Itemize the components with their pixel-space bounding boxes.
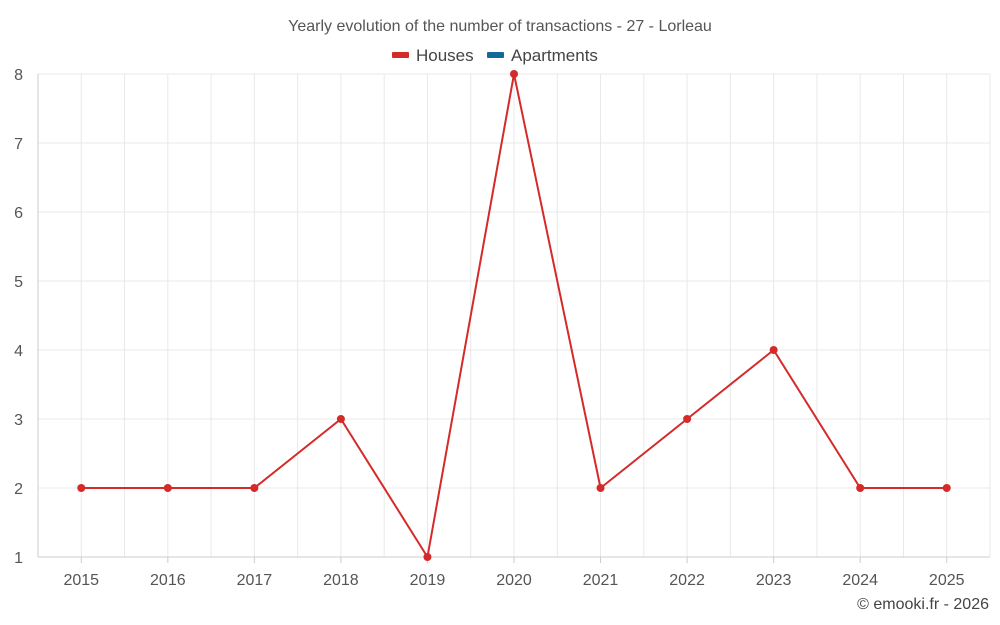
x-tick-label: 2019 — [410, 572, 446, 589]
x-tick-label: 2015 — [63, 572, 99, 589]
x-tick-label: 2021 — [583, 572, 619, 589]
x-tick-label: 2016 — [150, 572, 186, 589]
y-tick-label: 8 — [14, 67, 23, 84]
chart-title: Yearly evolution of the number of transa… — [288, 18, 712, 35]
y-axis-ticks: 1 2 3 4 5 6 7 8 — [14, 67, 23, 567]
data-point-houses[interactable] — [423, 553, 432, 561]
legend-item-apartments[interactable]: Apartments — [487, 46, 598, 65]
data-point-houses[interactable] — [856, 484, 865, 492]
x-tick-label: 2018 — [323, 572, 359, 589]
data-point-houses[interactable] — [942, 484, 951, 492]
series-layer — [77, 70, 951, 561]
x-tick-label: 2023 — [756, 572, 792, 589]
y-tick-label: 7 — [14, 136, 23, 153]
data-point-houses[interactable] — [683, 415, 692, 423]
y-tick-label: 1 — [14, 550, 23, 567]
legend-label-apartments: Apartments — [511, 46, 598, 65]
legend-item-houses[interactable]: Houses — [392, 46, 474, 65]
credit-text: © emooki.fr - 2026 — [857, 596, 989, 613]
data-point-houses[interactable] — [336, 415, 345, 423]
legend-swatch-houses — [392, 52, 409, 58]
data-point-houses[interactable] — [769, 346, 778, 354]
y-tick-label: 4 — [14, 343, 23, 360]
y-tick-label: 3 — [14, 412, 23, 429]
x-tick-label: 2024 — [842, 572, 878, 589]
legend: Houses Apartments — [392, 46, 598, 65]
y-tick-label: 6 — [14, 205, 23, 222]
data-point-houses[interactable] — [510, 70, 518, 78]
y-tick-label: 2 — [14, 481, 23, 498]
grid — [37, 73, 991, 558]
x-tick-label: 2020 — [496, 572, 532, 589]
x-axis-ticks: 2015 2016 2017 2018 2019 2020 2021 2022 2023 2024… — [63, 557, 965, 589]
data-point-houses[interactable] — [163, 484, 172, 492]
x-tick-label: 2022 — [669, 572, 705, 589]
x-tick-label: 2025 — [929, 572, 965, 589]
x-tick-label: 2017 — [237, 572, 273, 589]
legend-label-houses: Houses — [416, 46, 474, 65]
y-tick-label: 5 — [14, 274, 23, 291]
data-point-houses[interactable] — [596, 484, 605, 492]
legend-swatch-apartments — [487, 52, 504, 58]
data-point-houses[interactable] — [250, 484, 259, 492]
data-point-houses[interactable] — [77, 484, 86, 492]
